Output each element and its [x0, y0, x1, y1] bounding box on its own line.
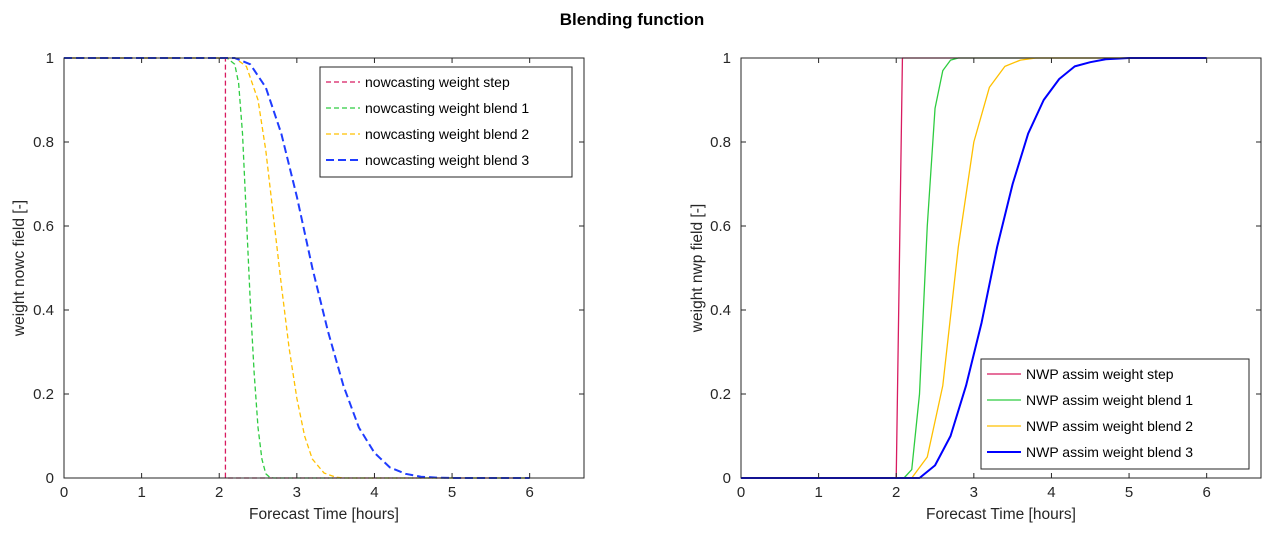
x-tick-label: 0 — [737, 484, 745, 501]
y-tick-label: 0.4 — [710, 302, 731, 319]
x-tick-label: 5 — [448, 484, 456, 501]
y-tick-label: 0.8 — [33, 134, 54, 151]
axes-box — [740, 57, 1262, 479]
right-chart-nwp-weights: 0 1 2 3 4 5 6 0 0.2 0.4 0.6 0.8 1 Forecast Time [hour… — [689, 50, 1262, 523]
series-line-nowcasting-weight-blend-2 — [64, 57, 530, 479]
y-tick-label: 1 — [46, 50, 54, 67]
legend-label-nowcasting-weight-blend-3: nowcasting weight blend 3 — [365, 152, 529, 168]
series-line-nowcasting-weight-blend-3 — [64, 57, 530, 479]
y-tick-label: 1 — [723, 50, 731, 67]
x-axis-label: Forecast Time [hours] — [249, 506, 399, 523]
x-tick-label: 3 — [293, 484, 301, 501]
legend-label-nowcasting-weight-blend-1: nowcasting weight blend 1 — [365, 100, 529, 116]
y-tick-label: 0.4 — [33, 302, 54, 319]
y-tick-label: 0.2 — [710, 386, 731, 403]
x-tick-label: 6 — [525, 484, 533, 501]
x-tick-label: 4 — [370, 484, 378, 501]
x-axis-label: Forecast Time [hours] — [926, 506, 1076, 523]
series-line-nwp-assim-weight-blend-2 — [741, 57, 1207, 479]
legend-box — [980, 358, 1250, 470]
legend-label-nwp-assim-weight-blend-1: NWP assim weight blend 1 — [1026, 392, 1193, 408]
y-tick-label: 0 — [723, 470, 731, 487]
series-line-nowcasting-weight-blend-1 — [64, 57, 530, 479]
axes-box — [63, 57, 585, 479]
y-tick-label: 0.2 — [33, 386, 54, 403]
legend-box — [319, 66, 573, 178]
y-tick-label: 0.8 — [710, 134, 731, 151]
x-tick-label: 2 — [892, 484, 900, 501]
y-tick-label: 0 — [46, 470, 54, 487]
x-tick-label: 5 — [1125, 484, 1133, 501]
legend: nowcasting weight step nowcasting weight … — [319, 66, 573, 178]
legend-label-nwp-assim-weight-step: NWP assim weight step — [1026, 366, 1174, 382]
legend-label-nowcasting-weight-blend-2: nowcasting weight blend 2 — [365, 126, 529, 142]
legend-label-nwp-assim-weight-blend-3: NWP assim weight blend 3 — [1026, 444, 1193, 460]
x-tick-label: 2 — [215, 484, 223, 501]
x-tick-label: 4 — [1047, 484, 1055, 501]
x-tick-label: 0 — [60, 484, 68, 501]
series-line-nwp-assim-weight-blend-1 — [741, 57, 1207, 479]
x-tick-label: 1 — [137, 484, 145, 501]
y-axis-label: weight nowc field [-] — [11, 200, 28, 337]
y-tick-label: 0.6 — [710, 218, 731, 235]
series-line-nwp-assim-weight-blend-3 — [741, 57, 1207, 479]
legend-label-nwp-assim-weight-blend-2: NWP assim weight blend 2 — [1026, 418, 1193, 434]
x-tick-label: 1 — [814, 484, 822, 501]
y-tick-label: 0.6 — [33, 218, 54, 235]
legend: NWP assim weight step NWP assim weight bl… — [980, 358, 1250, 470]
y-axis-label: weight nwp field [-] — [689, 204, 706, 333]
left-chart-nowcasting-weights: 0 1 2 3 4 5 6 0 0.2 0.4 0.6 0.8 1 Forecast Time [hour… — [11, 50, 585, 523]
x-tick-label: 6 — [1202, 484, 1210, 501]
x-tick-label: 3 — [970, 484, 978, 501]
legend-label-nowcasting-weight-step: nowcasting weight step — [365, 74, 510, 90]
figure-title: Blending function — [560, 10, 704, 29]
